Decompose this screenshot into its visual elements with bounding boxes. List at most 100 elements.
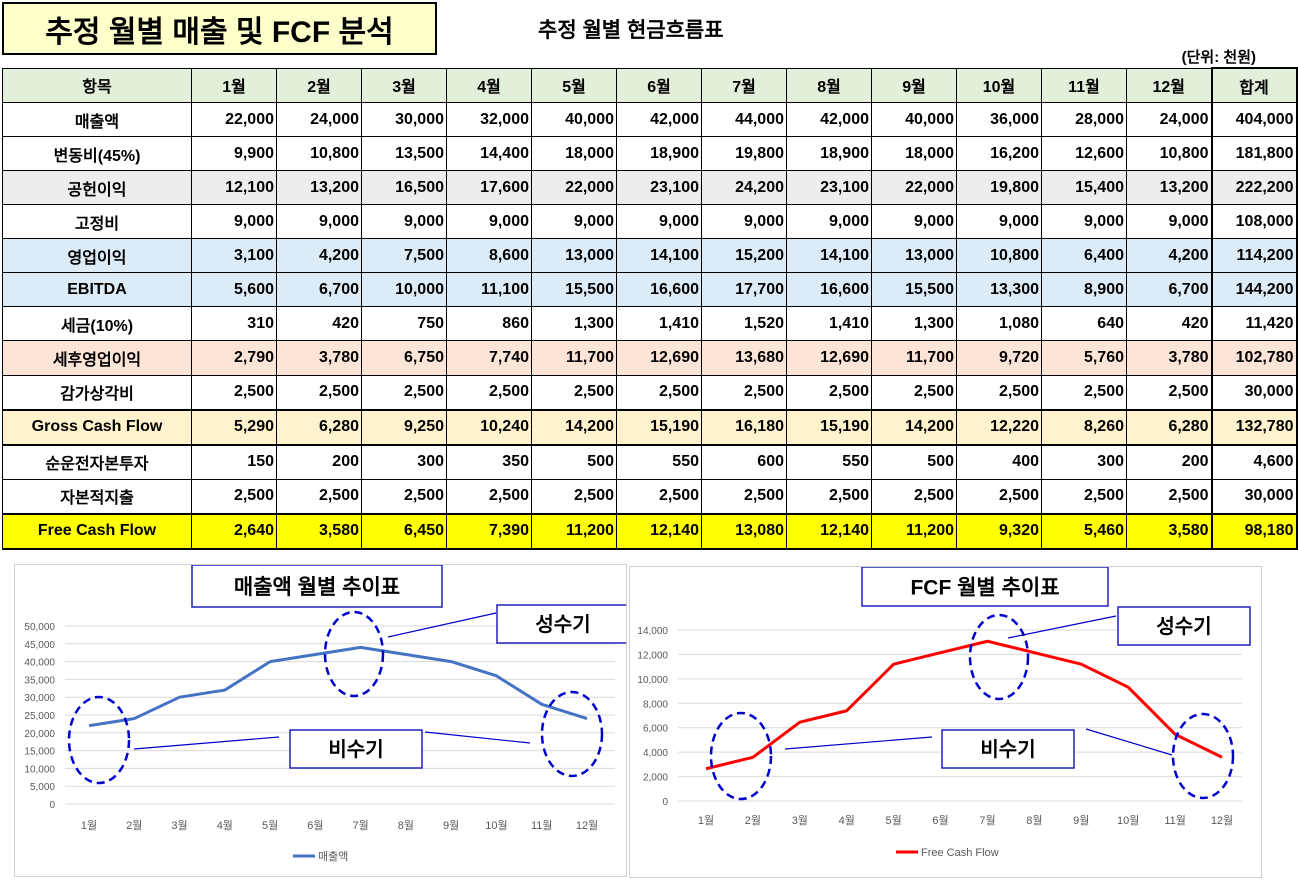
cell-value: 640 (1042, 307, 1127, 341)
x-tick-label: 8월 (1026, 814, 1042, 827)
cell-value: 18,900 (617, 137, 702, 171)
y-tick-label: 35,000 (24, 675, 55, 686)
legend-label: 매출액 (318, 850, 348, 863)
cell-total: 222,200 (1212, 171, 1297, 205)
cell-value: 17,600 (447, 171, 532, 205)
cell-total: 404,000 (1212, 103, 1297, 137)
cell-value: 15,190 (617, 410, 702, 445)
cell-value: 13,200 (277, 171, 362, 205)
cell-total: 30,000 (1212, 479, 1297, 514)
row-label: 변동비(45%) (3, 137, 192, 171)
chart-title: FCF 월별 추이표 (910, 577, 1059, 600)
row-label: 세금(10%) (3, 307, 192, 341)
cell-value: 350 (447, 445, 532, 480)
cell-value: 16,600 (617, 273, 702, 307)
header-month: 3월 (362, 68, 447, 103)
cell-value: 40,000 (872, 103, 957, 137)
cell-value: 6,700 (1127, 273, 1212, 307)
peak-callout-label: 성수기 (535, 613, 590, 636)
cell-value: 9,000 (702, 205, 787, 239)
cell-value: 3,580 (1127, 514, 1212, 549)
offpeak-callout-label: 비수기 (980, 738, 1035, 761)
cell-value: 13,200 (1127, 171, 1212, 205)
cell-value: 44,000 (702, 103, 787, 137)
cell-value: 2,500 (192, 375, 277, 410)
cell-value: 2,500 (1042, 375, 1127, 410)
y-tick-label: 0 (49, 800, 55, 811)
cell-value: 200 (277, 445, 362, 480)
cell-value: 13,080 (702, 514, 787, 549)
cell-value: 13,300 (957, 273, 1042, 307)
cell-value: 22,000 (192, 103, 277, 137)
cell-value: 10,000 (362, 273, 447, 307)
cell-value: 17,700 (702, 273, 787, 307)
y-tick-label: 6,000 (643, 724, 668, 735)
cell-value: 11,200 (532, 514, 617, 549)
cell-value: 40,000 (532, 103, 617, 137)
cell-value: 30,000 (362, 103, 447, 137)
cell-value: 12,690 (617, 341, 702, 375)
cell-value: 2,500 (1042, 479, 1127, 514)
cell-value: 11,700 (872, 341, 957, 375)
x-tick-label: 5월 (262, 819, 278, 832)
cell-value: 2,500 (1127, 479, 1212, 514)
cell-value: 750 (362, 307, 447, 341)
cell-value: 4,200 (1127, 239, 1212, 273)
x-tick-label: 9월 (1073, 814, 1089, 827)
cell-value: 3,780 (1127, 341, 1212, 375)
cell-value: 5,460 (1042, 514, 1127, 549)
y-tick-label: 25,000 (24, 711, 55, 722)
cell-total: 102,780 (1212, 341, 1297, 375)
cell-value: 2,500 (277, 375, 362, 410)
cell-value: 2,500 (362, 375, 447, 410)
y-tick-label: 30,000 (24, 693, 55, 704)
header-month: 12월 (1127, 68, 1212, 103)
cell-value: 4,200 (277, 239, 362, 273)
row-label: 공헌이익 (3, 171, 192, 205)
cell-value: 18,900 (787, 137, 872, 171)
cell-value: 18,000 (532, 137, 617, 171)
x-tick-label: 11월 (1164, 814, 1186, 827)
row-label: 영업이익 (3, 239, 192, 273)
cell-value: 9,000 (787, 205, 872, 239)
y-tick-label: 45,000 (24, 640, 55, 651)
cell-value: 18,000 (872, 137, 957, 171)
cell-value: 420 (1127, 307, 1212, 341)
cell-value: 550 (787, 445, 872, 480)
cell-value: 420 (277, 307, 362, 341)
y-tick-label: 0 (662, 797, 668, 808)
cell-value: 2,500 (957, 375, 1042, 410)
callout-line (134, 737, 279, 749)
header-month: 6월 (617, 68, 702, 103)
cell-value: 1,300 (872, 307, 957, 341)
x-tick-label: 6월 (307, 819, 323, 832)
cell-value: 2,500 (957, 479, 1042, 514)
x-tick-label: 2월 (126, 819, 142, 832)
cell-value: 23,100 (787, 171, 872, 205)
row-label: 고정비 (3, 205, 192, 239)
unit-label: (단위: 천원) (1182, 46, 1256, 67)
cell-value: 5,600 (192, 273, 277, 307)
cell-value: 32,000 (447, 103, 532, 137)
x-tick-label: 12월 (576, 819, 598, 832)
cell-value: 2,500 (1127, 375, 1212, 410)
header-month: 9월 (872, 68, 957, 103)
cell-value: 500 (872, 445, 957, 480)
cell-value: 2,500 (787, 375, 872, 410)
row-label: 매출액 (3, 103, 192, 137)
cell-value: 9,000 (1127, 205, 1212, 239)
cell-value: 22,000 (872, 171, 957, 205)
y-tick-label: 8,000 (643, 699, 668, 710)
cell-value: 42,000 (617, 103, 702, 137)
cell-value: 3,580 (277, 514, 362, 549)
cell-value: 12,140 (617, 514, 702, 549)
row-label: Free Cash Flow (3, 514, 192, 549)
cell-value: 2,790 (192, 341, 277, 375)
series-line (89, 647, 587, 725)
cell-value: 6,280 (277, 410, 362, 445)
cell-value: 11,100 (447, 273, 532, 307)
